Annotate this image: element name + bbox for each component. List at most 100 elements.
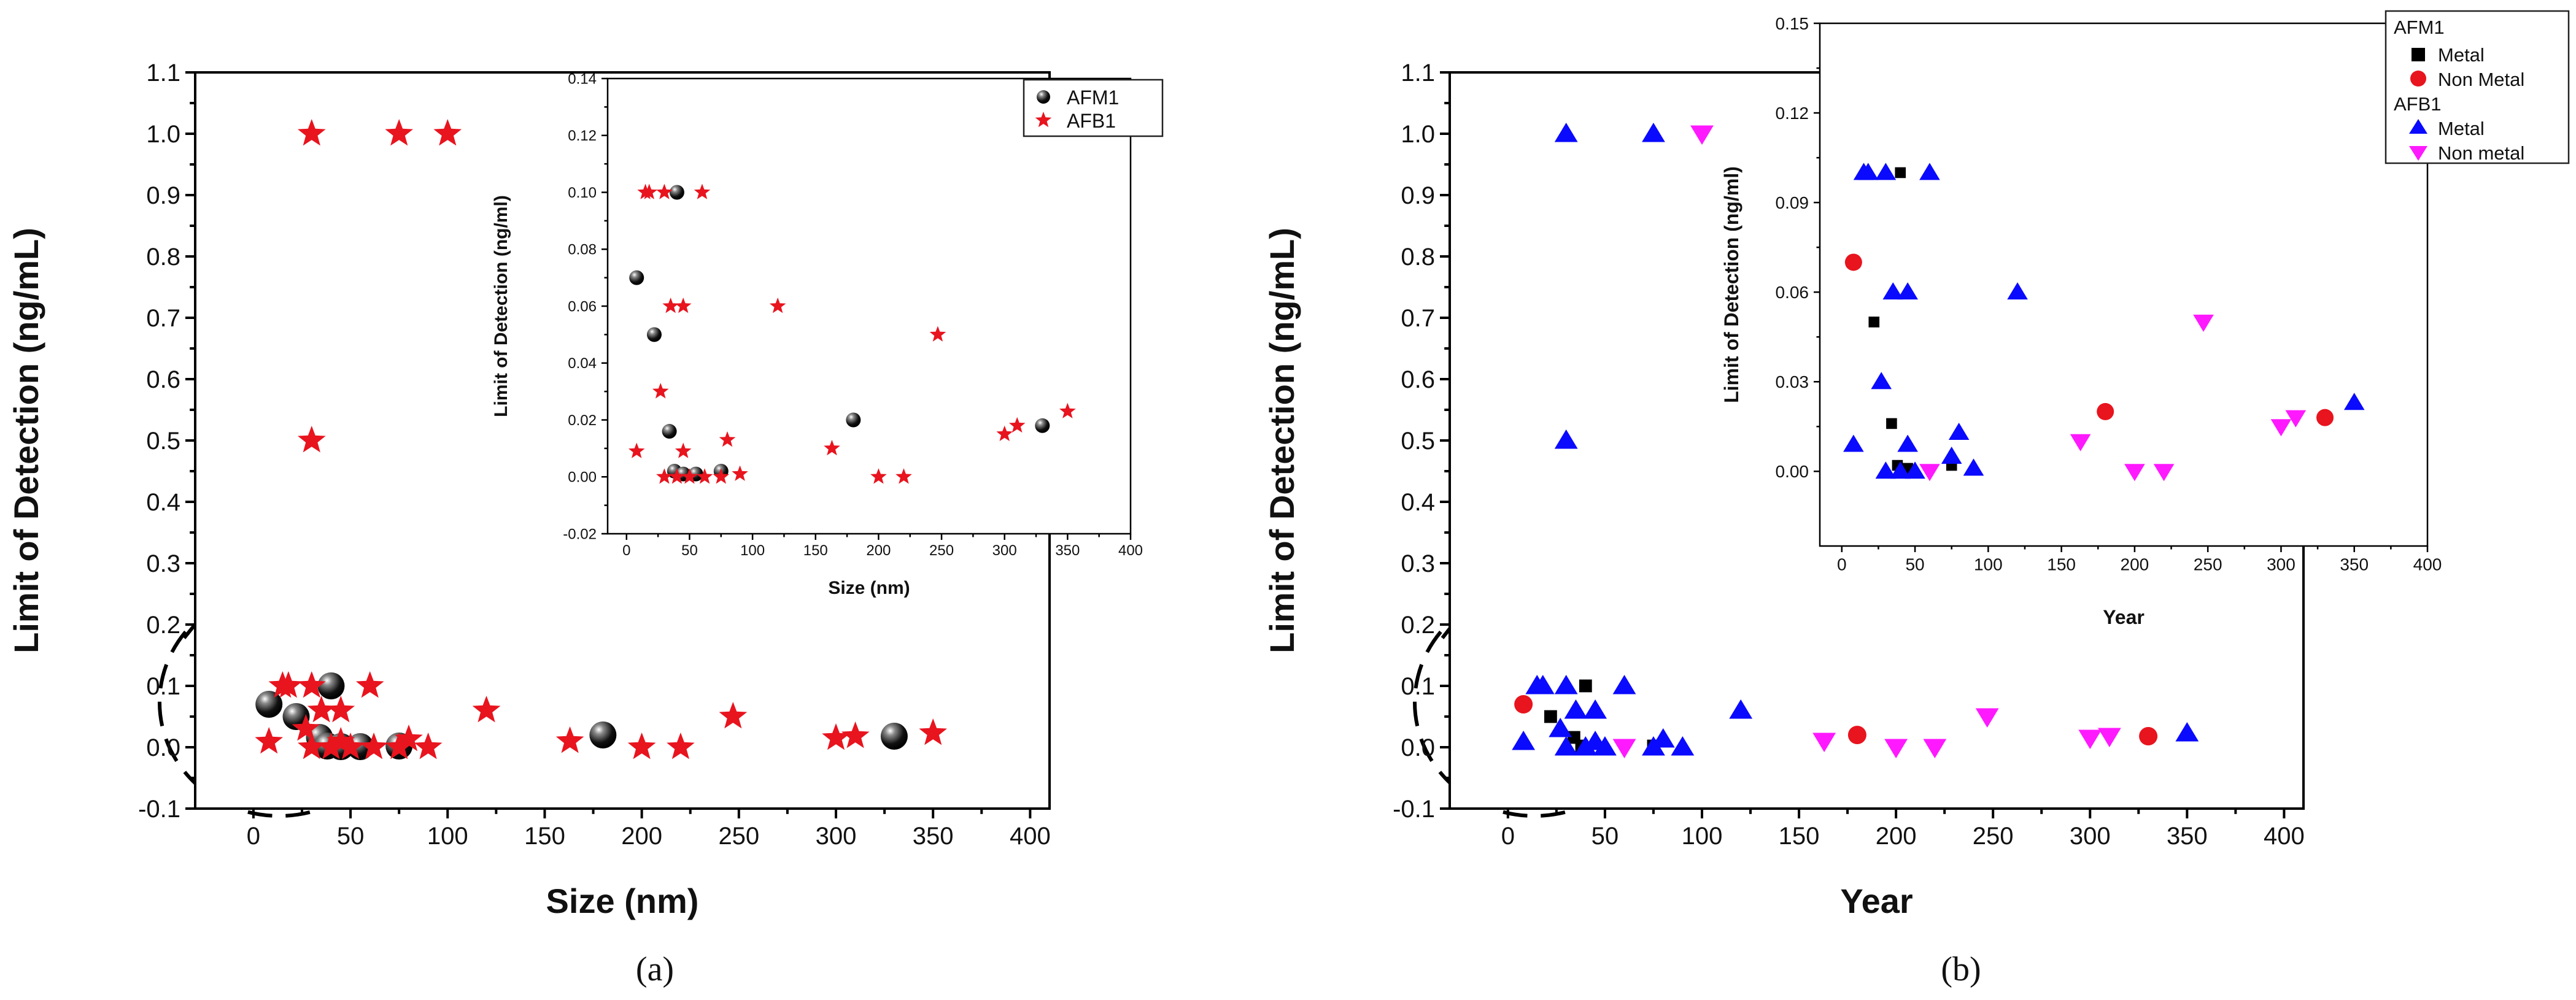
- b-inset-point-afm1-non-metal: [1844, 253, 1862, 271]
- b-inset-point-afb1-metal: [1963, 458, 1984, 476]
- b-inset-point-afb1-metal: [1905, 461, 1925, 479]
- legend-b-group1-title: AFM1: [2394, 17, 2445, 38]
- a-main-xtick-label: 100: [427, 823, 468, 850]
- a-main-point-afb1: [472, 696, 501, 723]
- b-main-point-afb1-non-metal: [1690, 125, 1714, 145]
- b-main-xtick-label: 350: [2167, 823, 2208, 850]
- a-main-ytick-label: 0.0: [146, 734, 180, 761]
- b-main-point-afm1-non-metal: [2139, 727, 2158, 745]
- b-main-point-afb1-non-metal: [1923, 739, 1947, 758]
- legend-a-afm1-marker: [1037, 90, 1050, 104]
- a-main-point-afb1: [919, 718, 947, 745]
- a-inset-point-afb1: [732, 465, 748, 481]
- a-main-point-afm1: [317, 672, 345, 699]
- a-main-point-afb1: [841, 721, 870, 748]
- b-inset-xtick-label: 200: [2121, 555, 2149, 574]
- a-main-point-afb1: [307, 696, 336, 723]
- legend-b-afb1-nonmetal-marker: [2409, 146, 2427, 161]
- a-main-x-axis-label: Size (nm): [546, 882, 699, 920]
- a-inset-plot-area: [608, 79, 1131, 534]
- b-main-point-afb1-non-metal: [1975, 708, 1999, 728]
- a-inset-point-afb1: [641, 183, 658, 199]
- b-inset-xtick-label: 250: [2194, 555, 2222, 574]
- b-main-ytick-label: 0.7: [1401, 305, 1435, 332]
- a-main-point-afb1: [414, 733, 443, 760]
- a-inset-point-afb1: [929, 326, 946, 342]
- b-main-xtick-label: 0: [1501, 823, 1515, 850]
- b-inset-xtick-label: 100: [1974, 555, 2003, 574]
- a-main-ytick-label: 0.9: [146, 182, 180, 209]
- b-main-point-afb1-metal: [1549, 718, 1572, 737]
- b-main-point-afb1-metal: [1642, 123, 1665, 142]
- a-inset-ytick-label: 0.06: [568, 298, 597, 315]
- b-main-point-afb1-metal: [1642, 736, 1665, 756]
- b-inset-x-axis-label: Year: [2103, 606, 2145, 628]
- legend-a-afb1-marker: [1035, 112, 1052, 128]
- a-inset-point-afb1: [656, 468, 673, 484]
- a-inset-xtick-label: 400: [1118, 542, 1143, 559]
- b-main-ytick-label: 0.9: [1401, 182, 1435, 209]
- legend-b-afm1-metal-label: Metal: [2438, 44, 2485, 66]
- a-main-point-afb1: [355, 671, 384, 698]
- b-main-point-afb1-non-metal: [2078, 729, 2102, 749]
- b-main-point-afb1-non-metal: [1884, 739, 1908, 758]
- b-main-point-afm1-metal: [1579, 679, 1592, 693]
- a-main-point-afb1: [395, 725, 423, 752]
- b-inset-ytick-label: 0.15: [1776, 14, 1809, 33]
- b-main-ytick-label: 0.8: [1401, 244, 1435, 271]
- b-inset-point-afm1-metal: [1868, 317, 1880, 328]
- a-main-point-afb1: [385, 733, 413, 760]
- b-inset-point-afb1-metal: [1871, 372, 1892, 390]
- b-main-point-afb1-metal: [1554, 429, 1578, 449]
- b-inset-point-afb1-metal: [1857, 163, 1879, 180]
- b-main-point-afb1-metal: [1512, 731, 1536, 750]
- b-inset-point-afm1-metal: [1886, 418, 1897, 429]
- b-inset-point-afb1-metal: [1875, 163, 1897, 180]
- a-inset-point-afm1: [669, 185, 684, 200]
- b-inset-point-afb1-non-metal: [2153, 464, 2175, 482]
- a-inset-point-afm1: [1035, 418, 1050, 433]
- a-main-point-afb1: [298, 733, 326, 760]
- a-main-point-afb1: [298, 426, 326, 453]
- a-main-point-afb1: [317, 733, 346, 760]
- a-inset-ytick-label: 0.02: [568, 412, 597, 429]
- a-inset-point-afb1: [713, 468, 730, 484]
- a-inset-ytick-label: 0.04: [568, 355, 597, 372]
- legend-b-afm1-nonmetal-label: Non Metal: [2438, 69, 2524, 90]
- a-main-point-afb1: [298, 671, 326, 698]
- b-main-ytick-label: 0.5: [1401, 428, 1435, 455]
- a-main-xtick-label: 250: [718, 823, 759, 850]
- b-inset-ytick-label: 0.00: [1776, 462, 1809, 481]
- b-inset-point-afb1-metal: [1948, 422, 1970, 440]
- a-main-point-afb1: [360, 733, 388, 760]
- a-inset-point-afb1: [1008, 417, 1026, 433]
- b-inset-point-afb1-metal: [1882, 282, 1904, 300]
- b-main-point-afb1-metal: [1554, 736, 1578, 756]
- a-inset-xtick-label: 200: [866, 542, 891, 559]
- a-inset-point-afm1: [662, 424, 677, 439]
- b-main-ytick-label: 1.0: [1401, 121, 1435, 148]
- b-main-xtick-label: 300: [2070, 823, 2111, 850]
- b-inset-point-afb1-metal: [1843, 434, 1864, 452]
- a-main-ytick-label: 0.4: [146, 489, 180, 516]
- legend-b-frame: [2385, 10, 2570, 164]
- b-main-point-afm1-non-metal: [1847, 726, 1866, 744]
- a-main-point-afb1: [255, 727, 283, 754]
- a-inset-point-afb1: [694, 183, 711, 199]
- b-main-point-afb1-metal: [2175, 722, 2199, 742]
- b-inset-point-afb1-non-metal: [2124, 464, 2145, 482]
- b-inset-xtick-label: 350: [2340, 555, 2369, 574]
- a-inset-point-afb1: [895, 468, 912, 484]
- a-inset-ytick-label: -0.02: [563, 526, 597, 542]
- b-inset-point-afb1-non-metal: [2193, 314, 2214, 332]
- b-main-xtick-label: 250: [1973, 823, 2014, 850]
- b-main-point-afb1-non-metal: [2097, 728, 2121, 747]
- a-inset-point-afb1: [769, 298, 786, 313]
- b-main-point-afb1-metal: [1729, 699, 1753, 719]
- panel-a-legend: AFM1 AFB1: [1023, 79, 1164, 137]
- panel-b-label: (b): [1941, 950, 1981, 988]
- b-inset-ytick-label: 0.06: [1776, 283, 1809, 302]
- a-main-ytick-label: 1.1: [146, 60, 180, 87]
- a-main-point-afb1: [327, 696, 355, 723]
- b-inset-point-afb1-non-metal: [1919, 464, 1940, 482]
